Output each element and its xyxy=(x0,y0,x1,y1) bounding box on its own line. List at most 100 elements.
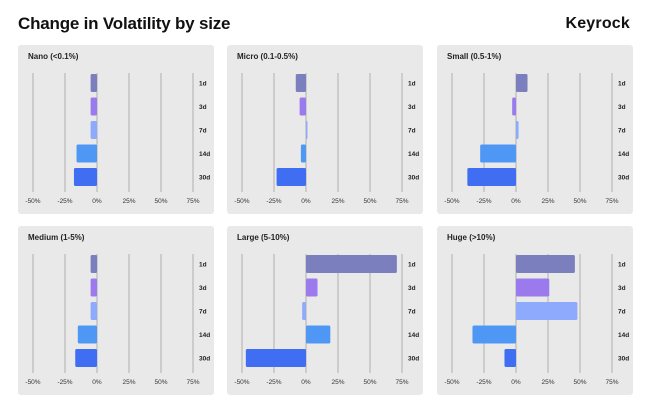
x-tick-label: 75% xyxy=(395,379,408,386)
x-tick-label: -25% xyxy=(476,198,491,205)
x-tick-label: 50% xyxy=(154,379,167,386)
category-label: 30d xyxy=(408,356,419,363)
category-label: 14d xyxy=(199,151,210,158)
x-tick-label: -25% xyxy=(266,379,281,386)
x-tick-label: -25% xyxy=(266,198,281,205)
category-label: 1d xyxy=(199,81,207,88)
bar-3d xyxy=(90,278,97,297)
panel-huge: Huge (>10%) -50% -25% 0% 25% 50% 75% 1d 3d 7d 14d… xyxy=(437,226,633,395)
category-label: 14d xyxy=(408,332,419,339)
category-label: 1d xyxy=(618,81,626,88)
bar-1d xyxy=(90,255,97,273)
category-label: 14d xyxy=(199,332,210,339)
bar-1d xyxy=(306,255,397,273)
bar-14d xyxy=(480,144,516,163)
x-tick-label: 50% xyxy=(573,198,586,205)
bar-1d xyxy=(516,255,575,273)
bar-7d xyxy=(516,121,519,139)
panel-plot: -50% -25% 0% 25% 50% 75% 1d 3d 7d 14d 30d xyxy=(444,73,629,205)
bar-14d xyxy=(472,325,516,344)
category-label: 30d xyxy=(408,175,419,182)
x-tick-label: 50% xyxy=(573,379,586,386)
x-tick-label: 25% xyxy=(331,379,344,386)
bar-7d xyxy=(90,121,97,139)
x-tick-label: 0% xyxy=(92,379,102,386)
x-tick-label: 25% xyxy=(122,379,135,386)
category-label: 7d xyxy=(408,128,416,135)
bar-14d xyxy=(306,325,331,344)
bar-7d xyxy=(306,121,308,139)
bar-30d xyxy=(73,168,97,186)
bar-14d xyxy=(76,144,97,163)
panel-plot: -50% -25% 0% 25% 50% 75% 1d 3d 7d 14d 30d xyxy=(25,254,210,386)
category-label: 1d xyxy=(199,262,207,269)
category-label: 3d xyxy=(199,104,207,111)
category-label: 1d xyxy=(408,262,416,269)
panel-title: Small (0.5-1%) xyxy=(447,52,502,61)
category-label: 3d xyxy=(408,285,416,292)
panel-plot: -50% -25% 0% 25% 50% 75% 1d 3d 7d 14d 30d xyxy=(444,254,629,386)
x-tick-label: 75% xyxy=(186,198,199,205)
category-label: 7d xyxy=(199,309,207,316)
bar-1d xyxy=(295,74,306,92)
category-label: 7d xyxy=(408,309,416,316)
x-tick-label: 50% xyxy=(363,198,376,205)
panel-medium: Medium (1-5%) -50% -25% 0% 25% 50% 75% 1d 3d 7d 1… xyxy=(18,226,214,395)
panel-plot: -50% -25% 0% 25% 50% 75% 1d 3d 7d 14d 30d xyxy=(234,254,419,386)
category-label: 3d xyxy=(408,104,416,111)
x-tick-label: -50% xyxy=(444,198,459,205)
brand-logo: Keyrock xyxy=(565,15,630,32)
category-label: 30d xyxy=(199,175,210,182)
panel-title: Large (5-10%) xyxy=(237,233,290,242)
bar-3d xyxy=(516,278,550,297)
x-tick-label: -25% xyxy=(476,379,491,386)
category-label: 30d xyxy=(199,356,210,363)
bar-3d xyxy=(306,278,318,297)
x-tick-label: 50% xyxy=(154,198,167,205)
panel-small: Small (0.5-1%) -50% -25% 0% 25% 50% 75% 1d 3d 7d… xyxy=(437,45,633,214)
x-tick-label: 0% xyxy=(92,198,102,205)
bar-3d xyxy=(512,97,516,116)
bar-14d xyxy=(300,144,306,163)
category-label: 3d xyxy=(618,104,626,111)
category-label: 1d xyxy=(408,81,416,88)
bar-30d xyxy=(245,349,306,367)
x-tick-label: 0% xyxy=(301,198,311,205)
x-tick-label: -50% xyxy=(25,198,40,205)
category-label: 14d xyxy=(408,151,419,158)
category-label: 7d xyxy=(618,128,626,135)
x-tick-label: -50% xyxy=(234,198,249,205)
bar-3d xyxy=(299,97,306,116)
category-label: 7d xyxy=(199,128,207,135)
bar-7d xyxy=(90,302,97,320)
bar-14d xyxy=(77,325,97,344)
x-tick-label: 50% xyxy=(363,379,376,386)
x-tick-label: 75% xyxy=(605,379,618,386)
panel-nano: Nano (<0.1%) -50% -25% 0% 25% 50% 75% 1d 3d 7d 14… xyxy=(18,45,214,214)
panel-micro: Micro (0.1-0.5%) -50% -25% 0% 25% 50% 75% 1d 3d… xyxy=(227,45,423,214)
x-tick-label: 25% xyxy=(331,198,344,205)
panel-large: Large (5-10%) -50% -25% 0% 25% 50% 75% 1d 3d 7d 1… xyxy=(227,226,423,395)
x-tick-label: -50% xyxy=(444,379,459,386)
category-label: 3d xyxy=(199,285,207,292)
x-tick-label: -25% xyxy=(57,379,72,386)
bar-3d xyxy=(90,97,97,116)
category-label: 30d xyxy=(618,175,629,182)
x-tick-label: -50% xyxy=(25,379,40,386)
chart-title: Change in Volatility by size xyxy=(18,14,231,33)
panel-plot: -50% -25% 0% 25% 50% 75% 1d 3d 7d 14d 30d xyxy=(234,73,419,205)
bar-7d xyxy=(302,302,306,320)
panel-title: Huge (>10%) xyxy=(447,233,496,242)
bar-1d xyxy=(516,74,528,92)
x-tick-label: 25% xyxy=(122,198,135,205)
bar-30d xyxy=(467,168,516,186)
x-tick-label: -25% xyxy=(57,198,72,205)
panel-title: Medium (1-5%) xyxy=(28,233,85,242)
x-tick-label: 75% xyxy=(395,198,408,205)
x-tick-label: 75% xyxy=(605,198,618,205)
category-label: 1d xyxy=(618,262,626,269)
category-label: 30d xyxy=(618,356,629,363)
x-tick-label: 0% xyxy=(511,379,521,386)
x-tick-label: 25% xyxy=(541,198,554,205)
bar-1d xyxy=(90,74,97,92)
